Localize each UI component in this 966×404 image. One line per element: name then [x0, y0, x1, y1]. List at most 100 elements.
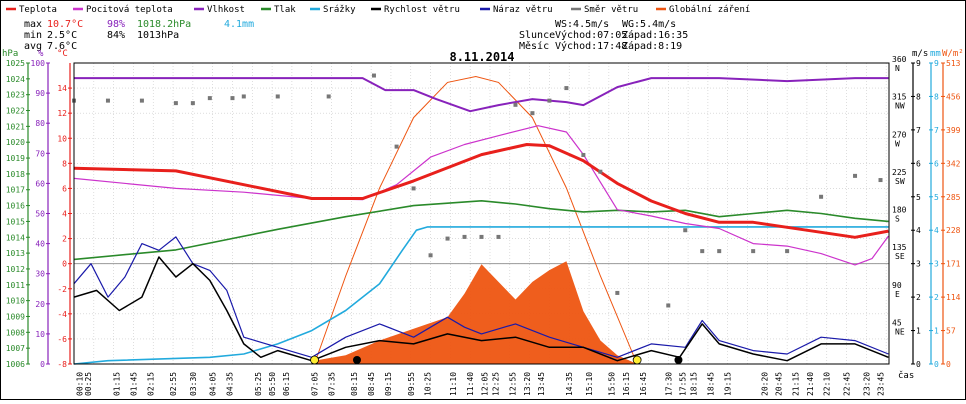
axis-pressure-label: 1011: [6, 281, 25, 290]
axis-pressure-label: 1018: [6, 170, 25, 179]
axis-temperature-label: -2: [57, 285, 67, 294]
axis-temperature-label: 14: [57, 84, 67, 93]
x-tick-label: 19:15: [724, 372, 733, 396]
axis-wind-speed-label: 9: [916, 59, 921, 68]
unit-hpa: hPa: [2, 49, 18, 59]
series-radiation-area: [311, 261, 638, 364]
wind-direction-point: [683, 228, 688, 233]
axis-humidity-label: 80: [35, 119, 45, 128]
axis-radiation-label: 171: [946, 260, 961, 269]
wind-direction-point: [700, 249, 705, 254]
axis-pressure-label: 1012: [6, 265, 25, 274]
x-tick-label: 20:45: [775, 372, 784, 396]
stats-max-rain: 4.1mm: [224, 19, 254, 30]
sunset-marker: [632, 355, 642, 365]
x-tick-label: 02:15: [146, 372, 155, 396]
plot-area: [72, 63, 889, 365]
axis-wind-speed-label: 7: [916, 126, 921, 135]
axis-pressure-label: 1019: [6, 154, 25, 163]
axis-wind-speed-label: 3: [916, 260, 921, 269]
wind-direction-point: [581, 152, 586, 157]
axis-humidity-label: 60: [35, 179, 45, 188]
axis-direction-cardinal: N: [895, 64, 900, 73]
wind-direction-point: [547, 98, 552, 103]
axis-temperature-label: 2: [62, 235, 67, 244]
unit-temp: °C: [57, 49, 68, 59]
axis-humidity-label: 40: [35, 240, 45, 249]
axis-direction-label: 90: [892, 281, 902, 290]
axis-wind-speed-label: 0: [916, 360, 921, 369]
axis-pressure-label: 1025: [6, 59, 25, 68]
series-temperature-line: [73, 143, 889, 239]
wind-direction-point: [878, 178, 883, 183]
stats-max-hum: 98%: [107, 19, 125, 30]
sunrise-marker: [310, 355, 319, 365]
moon-set: Západ:8:19: [622, 40, 682, 52]
unit-wm2: W/m²: [942, 49, 964, 59]
x-tick-label: 22:10: [823, 372, 832, 396]
axis-pressure-label: 1006: [6, 360, 25, 369]
wind-direction-point: [717, 249, 722, 254]
axis-direction-label: 360: [892, 55, 907, 64]
axis-radiation-label: 57: [946, 327, 956, 336]
wind-direction-point: [785, 249, 790, 254]
x-tick-label: 12:55: [509, 372, 518, 396]
axis-pressure-label: 1015: [6, 217, 25, 226]
x-tick-label: 07:35: [328, 372, 337, 396]
wind-direction-point: [275, 94, 280, 99]
wind-direction-point: [462, 234, 467, 239]
axis-humidity-label: 50: [35, 210, 45, 219]
axis-pressure-label: 1021: [6, 122, 25, 131]
moonset-marker: [352, 356, 361, 364]
axis-direction-label: 315: [892, 93, 907, 102]
stats-min-press: 1013hPa: [137, 30, 179, 41]
legend-label: Vlhkost: [207, 5, 245, 15]
x-tick-label: 17:30: [664, 372, 673, 396]
wind-direction-point: [326, 94, 331, 99]
wind-direction-point: [371, 73, 376, 78]
axis-wind-speed-label: 8: [916, 92, 921, 101]
x-tick-label: 13:45: [537, 372, 546, 396]
sun-label: Slunce: [519, 30, 555, 41]
x-tick-label: 15:10: [585, 372, 594, 396]
axis-pressure-label: 1008: [6, 328, 25, 337]
axis-wind-speed-label: 1: [916, 327, 921, 336]
axis-direction-cardinal: E: [895, 290, 900, 299]
series-radiation-theoretical: [314, 75, 638, 365]
stats-min-label: min: [24, 30, 42, 41]
axis-pressure-label: 1024: [6, 75, 25, 84]
x-tick-label: 13:20: [523, 372, 532, 396]
x-tick-label: 21:40: [806, 372, 815, 396]
axes: 1006100710081009101010111012101310141015…: [6, 55, 961, 396]
wind-direction-point: [105, 98, 110, 103]
wind-direction-point: [190, 101, 195, 106]
stats-avg-label: avg: [24, 41, 42, 52]
axis-pressure-label: 1020: [6, 138, 25, 147]
legend-label: Pocitová teplota: [86, 5, 173, 15]
x-tick-label: 08:15: [350, 372, 359, 396]
plot-frame: [73, 62, 890, 365]
axis-rain-label: 1: [934, 327, 939, 336]
wind-speed-info: WS:4.5m/s: [555, 19, 609, 30]
axis-pressure-label: 1016: [6, 202, 25, 211]
axis-rain-label: 3: [934, 260, 939, 269]
unit-time: čas: [898, 370, 914, 381]
axis-rain-label: 7: [934, 126, 939, 135]
wind-direction-point: [173, 101, 178, 106]
wind-direction-point: [207, 96, 212, 101]
x-tick-label: 09:55: [407, 372, 416, 396]
axis-direction-label: 270: [892, 130, 907, 139]
series-humidity-line: [74, 77, 889, 113]
axis-rain-label: 0: [934, 360, 939, 369]
chart-title: 8.11.2014: [449, 50, 514, 64]
x-tick-label: 20:20: [760, 372, 769, 396]
axis-humidity-label: 30: [35, 270, 45, 279]
axis-pressure-label: 1007: [6, 344, 25, 353]
axis-pressure-label: 1017: [6, 186, 25, 195]
axis-wind-speed-label: 2: [916, 293, 921, 302]
x-tick-label: 23:20: [862, 372, 871, 396]
unit-pct: %: [38, 49, 44, 59]
x-tick-label: 07:05: [311, 372, 320, 396]
wind-direction-point: [666, 303, 671, 308]
sun-moon-info: WS:4.5m/s WG:5.4m/s Slunce Východ:07:05 …: [519, 19, 688, 52]
